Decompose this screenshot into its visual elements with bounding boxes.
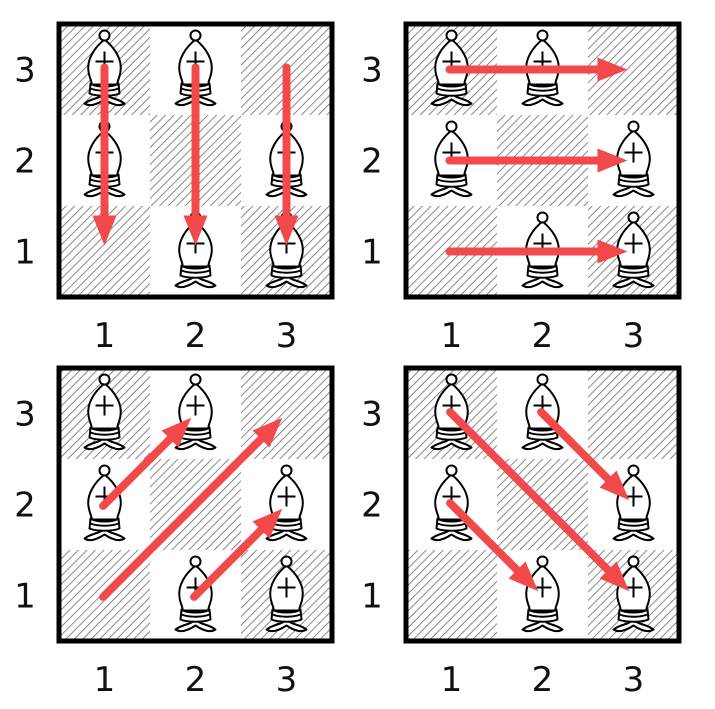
move-arrow [537,408,630,501]
move-arrow [274,63,299,246]
move-arrow [445,57,628,82]
row-label: 1 [361,233,383,273]
board-border [403,365,682,644]
move-arrow [445,148,628,173]
row-label: 1 [14,233,36,273]
row-label: 2 [14,486,36,526]
move-arrow [446,499,539,592]
white-bishop-icon [174,373,217,451]
move-arrow [183,63,208,246]
board-border [56,365,335,644]
white-bishop-icon [174,555,217,633]
move-arrow [99,417,192,510]
row-label: 1 [361,577,383,617]
white-bishop-icon [174,29,217,107]
panel-bottom-right: 3 2 1 1 2 3 [361,365,682,700]
row-label: 2 [361,486,383,526]
panel-bottom-left: 3 2 1 1 2 3 [14,365,335,700]
dark-square [588,368,679,459]
white-bishop-icon [83,373,126,451]
col-label: 1 [94,316,116,356]
col-label: 1 [441,316,463,356]
move-arrow [99,417,283,601]
board-border [403,21,682,300]
white-bishop-icon [430,464,473,542]
col-label: 3 [276,316,298,356]
row-label: 3 [14,395,36,435]
col-label: 2 [532,316,554,356]
move-arrow [190,508,283,601]
panel-top-left: 3 2 1 1 2 3 [14,21,335,356]
white-bishop-icon [612,120,655,198]
col-label: 3 [623,660,645,700]
white-bishop-icon [83,464,126,542]
white-bishop-icon [265,464,308,542]
row-label: 1 [14,577,36,617]
panel-top-right: 3 2 1 1 2 3 [361,21,682,356]
dark-square [406,550,497,641]
row-label: 3 [361,395,383,435]
col-label: 1 [94,660,116,700]
row-label: 2 [14,142,36,182]
col-label: 2 [185,316,207,356]
col-label: 1 [441,660,463,700]
white-bishop-icon [265,555,308,633]
row-label: 3 [14,51,36,91]
col-label: 2 [185,660,207,700]
col-label: 3 [276,660,298,700]
white-bishop-icon [612,211,655,289]
row-label: 2 [361,142,383,182]
white-bishop-icon [612,464,655,542]
move-arrow [446,408,630,592]
col-label: 3 [623,316,645,356]
board-border [56,21,335,300]
col-label: 2 [532,660,554,700]
move-arrow [92,63,117,246]
white-bishop-icon [521,555,564,633]
move-arrow [445,239,628,264]
row-label: 3 [361,51,383,91]
white-bishop-icon [612,555,655,633]
